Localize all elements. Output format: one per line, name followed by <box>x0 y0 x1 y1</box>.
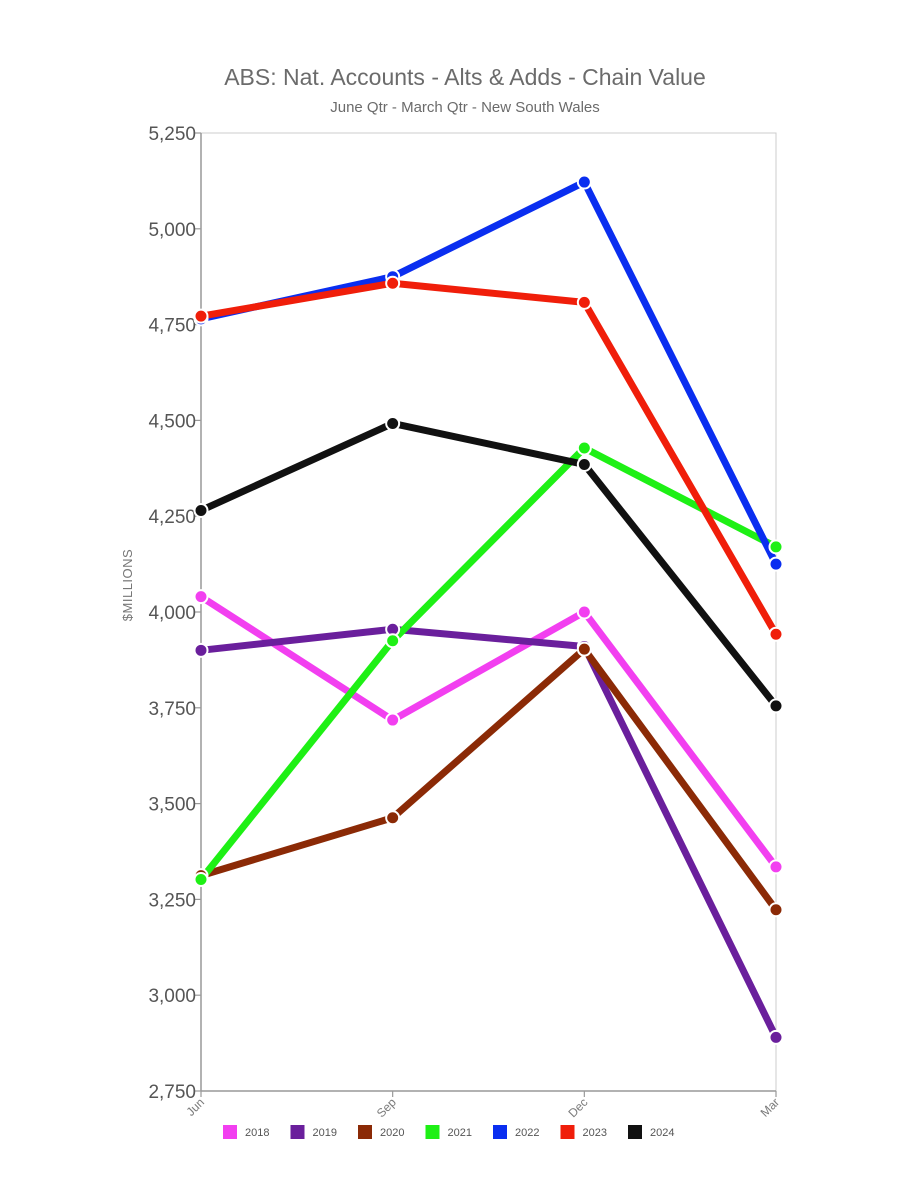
series-lines <box>197 178 780 1041</box>
legend-swatch-2022[interactable] <box>493 1125 507 1139</box>
x-tick-label: Sep <box>374 1095 399 1120</box>
y-tick-label: 2,750 <box>148 1082 196 1103</box>
series-line-2018 <box>197 593 780 871</box>
y-tick-label: 3,500 <box>148 795 196 816</box>
data-point-2024-Mar[interactable] <box>768 698 784 714</box>
data-point-2023-Mar[interactable] <box>768 626 784 642</box>
data-point-2021-Jun[interactable] <box>193 871 209 887</box>
data-point-2018-Dec[interactable] <box>576 604 592 620</box>
data-point-2024-Jun[interactable] <box>193 502 209 518</box>
data-point-2020-Mar[interactable] <box>768 902 784 918</box>
y-tick-label: 5,250 <box>148 124 196 145</box>
data-point-2022-Dec[interactable] <box>576 174 592 190</box>
y-tick-label: 4,750 <box>148 316 196 337</box>
data-point-2023-Dec[interactable] <box>576 294 592 310</box>
legend-label-2024[interactable]: 2024 <box>650 1127 674 1139</box>
data-point-2024-Dec[interactable] <box>576 456 592 472</box>
y-tick-label: 4,250 <box>148 507 196 528</box>
data-point-2021-Sep[interactable] <box>385 633 401 649</box>
series-line-2020 <box>197 645 780 914</box>
x-axis-ticks: Jun Sep Dec Mar <box>184 1091 783 1120</box>
series-line-2023 <box>197 279 780 638</box>
y-tick-label: 5,000 <box>148 220 196 241</box>
data-point-2023-Sep[interactable] <box>385 275 401 291</box>
legend: 2018 2019 2020 2021 2022 2023 2024 <box>223 1125 674 1139</box>
data-point-2022-Mar[interactable] <box>768 556 784 572</box>
y-tick-label: 4,500 <box>148 411 196 432</box>
data-point-2021-Mar[interactable] <box>768 539 784 555</box>
legend-label-2019[interactable]: 2019 <box>313 1127 337 1139</box>
y-tick-label: 3,000 <box>148 986 196 1007</box>
series-points <box>193 174 784 1045</box>
data-point-2020-Sep[interactable] <box>385 810 401 826</box>
y-tick-label: 3,250 <box>148 890 196 911</box>
legend-label-2018[interactable]: 2018 <box>245 1127 269 1139</box>
chart-title: ABS: Nat. Accounts - Alts & Adds - Chain… <box>224 64 706 90</box>
legend-label-2021[interactable]: 2021 <box>448 1127 472 1139</box>
legend-swatch-2023[interactable] <box>560 1125 575 1139</box>
series-line-2021 <box>197 444 780 883</box>
y-axis-label: $MILLIONS <box>120 549 135 621</box>
plot-area-frame <box>200 132 777 1092</box>
data-point-2019-Jun[interactable] <box>193 642 209 658</box>
legend-swatch-2024[interactable] <box>628 1125 642 1139</box>
data-point-2024-Sep[interactable] <box>385 415 401 431</box>
data-point-2021-Dec[interactable] <box>576 440 592 456</box>
data-point-2019-Mar[interactable] <box>768 1029 784 1045</box>
series-line-2019 <box>197 625 780 1041</box>
y-axis-ticks: 2,750 3,000 3,250 3,500 3,750 4,000 4,250 4,500… <box>148 124 201 1103</box>
data-point-2018-Jun[interactable] <box>193 589 209 605</box>
legend-label-2022[interactable]: 2022 <box>515 1127 539 1139</box>
legend-swatch-2020[interactable] <box>358 1125 372 1139</box>
data-point-2018-Mar[interactable] <box>768 859 784 875</box>
legend-label-2020[interactable]: 2020 <box>380 1127 404 1139</box>
data-point-2018-Sep[interactable] <box>385 712 401 728</box>
y-tick-label: 3,750 <box>148 699 196 720</box>
legend-swatch-2019[interactable] <box>290 1125 305 1139</box>
series-line-2022 <box>197 178 780 568</box>
series-line-2024 <box>197 419 780 710</box>
x-tick-label: Mar <box>758 1095 783 1120</box>
legend-swatch-2021[interactable] <box>425 1125 440 1139</box>
y-tick-label: 4,000 <box>148 603 196 624</box>
data-point-2020-Dec[interactable] <box>576 641 592 657</box>
data-point-2023-Jun[interactable] <box>193 308 209 324</box>
chart-subtitle: June Qtr - March Qtr - New South Wales <box>330 99 600 116</box>
x-tick-label: Dec <box>565 1095 590 1120</box>
legend-swatch-2018[interactable] <box>223 1125 237 1139</box>
legend-label-2023[interactable]: 2023 <box>583 1127 607 1139</box>
